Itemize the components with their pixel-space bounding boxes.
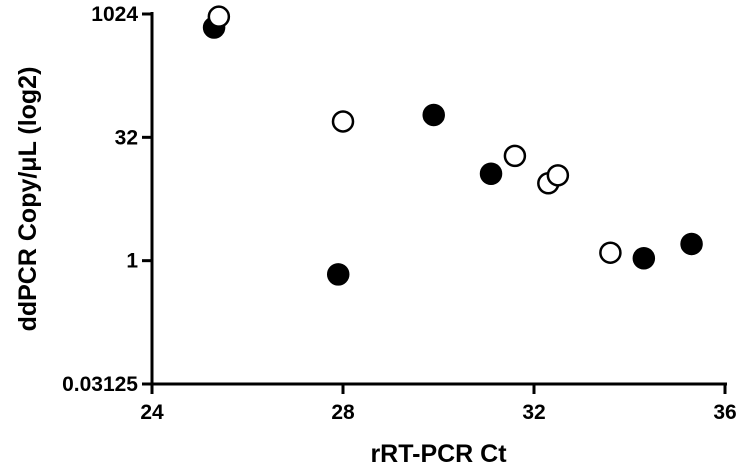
y-tick-label: 0.03125	[62, 373, 138, 396]
x-tick-label: 28	[331, 401, 355, 424]
data-points	[202, 5, 703, 286]
x-ticks: 24 28 32 36	[140, 384, 737, 424]
y-tick-label: 32	[115, 126, 138, 149]
x-axis-title: rRT-PCR Ct	[370, 440, 507, 468]
filled-data-point	[680, 232, 703, 256]
x-tick-label: 24	[140, 401, 164, 424]
x-tick-label: 32	[522, 401, 545, 424]
open-data-point	[207, 5, 231, 28]
open-data-point	[599, 241, 622, 264]
filled-data-point	[326, 263, 350, 286]
filled-data-point	[422, 103, 445, 127]
y-tick-label: 1	[126, 250, 138, 273]
axes	[150, 12, 727, 386]
y-axis-title: ddPCR Copy/μL (log2)	[14, 67, 42, 332]
open-data-point	[331, 110, 355, 133]
filled-data-point	[479, 162, 503, 186]
y-tick-label: 1024	[91, 3, 138, 26]
open-data-point	[503, 144, 527, 168]
x-tick-label: 36	[713, 401, 736, 424]
y-ticks: 0.03125 1 32 1024	[62, 3, 152, 396]
filled-data-point	[632, 247, 656, 270]
open-data-point	[546, 164, 570, 187]
